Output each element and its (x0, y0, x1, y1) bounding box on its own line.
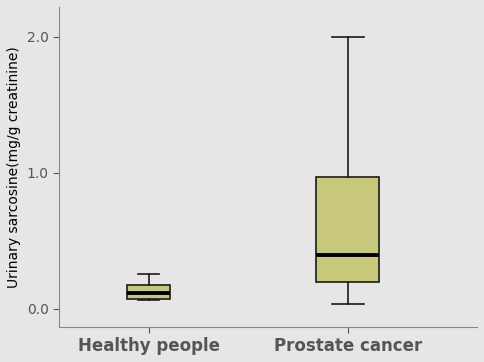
PathPatch shape (127, 285, 170, 299)
PathPatch shape (316, 177, 379, 282)
Y-axis label: Urinary sarcosine(mg/g creatinine): Urinary sarcosine(mg/g creatinine) (7, 46, 21, 288)
